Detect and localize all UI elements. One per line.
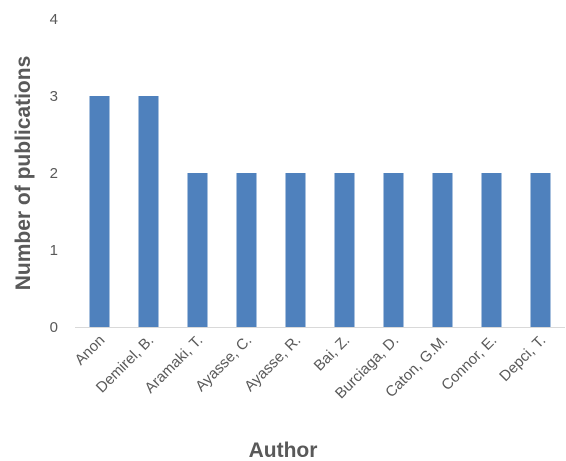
x-tick-label: Depci, T. <box>496 332 549 385</box>
y-tick-label: 4 <box>50 11 58 28</box>
bar <box>530 173 551 327</box>
bar <box>334 173 355 327</box>
x-axis-title: Author <box>249 439 318 461</box>
y-tick-label: 2 <box>50 165 58 182</box>
bar <box>285 173 306 327</box>
bar <box>432 173 453 327</box>
bar <box>383 173 404 327</box>
y-tick-label: 1 <box>50 242 58 259</box>
bar <box>481 173 502 327</box>
x-tick-label: Anon <box>72 332 109 369</box>
y-tick-label: 3 <box>50 88 58 105</box>
y-tick-label: 0 <box>50 319 58 336</box>
bar <box>138 96 159 327</box>
bar <box>236 173 257 327</box>
x-tick-label: Bai, Z. <box>311 332 354 375</box>
bar <box>89 96 110 327</box>
y-axis-title: Number of publications <box>12 56 35 291</box>
bar <box>187 173 208 327</box>
